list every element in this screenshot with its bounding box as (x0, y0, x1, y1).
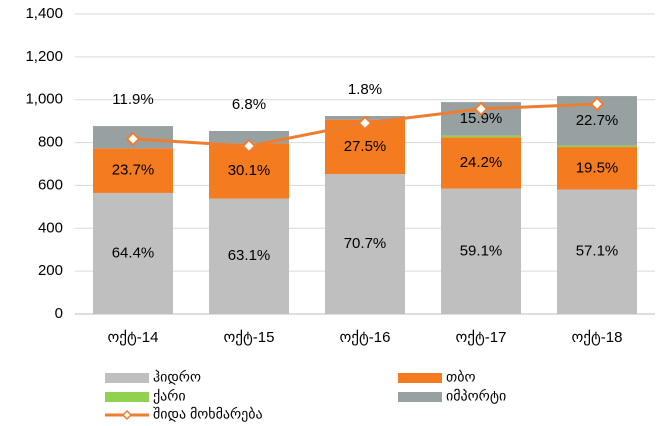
legend-swatch (105, 373, 149, 383)
data-label: 23.7% (112, 162, 155, 179)
y-tick-label: 1,400 (25, 5, 63, 22)
bar-segment (209, 198, 289, 314)
bar-segment (441, 137, 521, 189)
data-label: 63.1% (228, 247, 271, 264)
data-label: 1.8% (348, 81, 382, 98)
y-tick-label: 200 (38, 262, 63, 279)
x-tick-label: ოქტ-18 (572, 329, 623, 346)
data-label: 59.1% (460, 242, 503, 259)
line-marker (125, 131, 141, 147)
bar-segment (557, 147, 637, 190)
y-tick-label: 0 (55, 305, 63, 322)
y-tick-label: 800 (38, 134, 63, 151)
bar-segment (557, 145, 637, 148)
bar-segment (557, 189, 637, 314)
legend-label: თბო (446, 369, 475, 385)
y-tick-label: 600 (38, 176, 63, 193)
legend-label: ჰიდრო (153, 369, 201, 386)
bar-segment (441, 135, 521, 138)
line-marker (241, 138, 257, 154)
line-marker (357, 115, 373, 131)
line-marker (473, 101, 489, 117)
data-label: 70.7% (344, 235, 387, 252)
line-marker (589, 96, 605, 112)
data-label: 64.4% (112, 244, 155, 261)
x-tick-label: ოქტ-14 (108, 329, 159, 346)
y-tick-label: 1,000 (25, 91, 63, 108)
x-tick-label: ოქტ-16 (340, 329, 391, 346)
legend-label: ქარი (153, 388, 186, 405)
data-label: 15.9% (460, 110, 503, 127)
legend-label: იმპორტი (446, 388, 506, 405)
data-label: 19.5% (576, 159, 619, 176)
data-label: 24.2% (460, 154, 503, 171)
bar-segment (441, 188, 521, 314)
data-label: 22.7% (576, 112, 619, 129)
bar-segment (325, 174, 405, 314)
legend-marker (121, 409, 133, 421)
x-tick-label: ოქტ-15 (224, 329, 275, 346)
data-label: 57.1% (576, 243, 619, 260)
data-label: 27.5% (344, 138, 387, 155)
legend-swatch (105, 392, 149, 402)
bar-segment (93, 192, 173, 314)
data-label: 30.1% (228, 162, 271, 179)
bar-segment (209, 131, 289, 144)
bar-segment (93, 148, 173, 193)
y-tick-label: 400 (38, 219, 63, 236)
y-tick-label: 1,200 (25, 48, 63, 65)
data-label: 6.8% (232, 96, 266, 113)
legend-label: შიდა მოხმარება (153, 406, 263, 423)
data-label: 11.9% (112, 91, 153, 108)
x-tick-label: ოქტ-17 (456, 329, 507, 346)
legend-swatch (398, 373, 442, 383)
legend-swatch (398, 392, 442, 402)
